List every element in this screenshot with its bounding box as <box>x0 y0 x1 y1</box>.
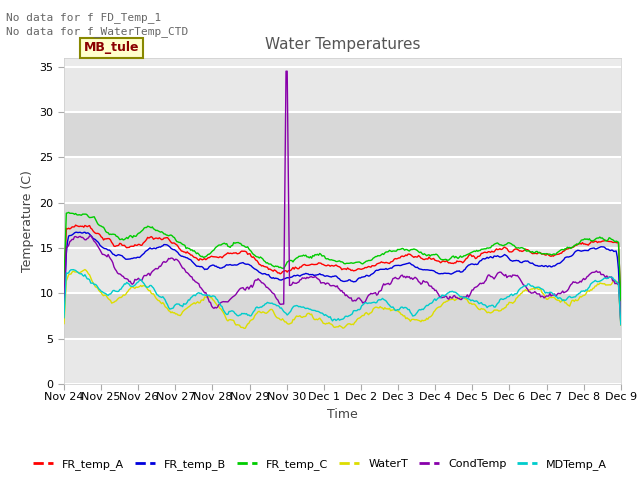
Bar <box>64 67 621 112</box>
Bar <box>64 293 621 339</box>
Y-axis label: Temperature (C): Temperature (C) <box>21 170 34 272</box>
X-axis label: Time: Time <box>327 408 358 421</box>
Title: Water Temperatures: Water Temperatures <box>265 37 420 52</box>
Bar <box>64 248 621 293</box>
Text: No data for f FD_Temp_1: No data for f FD_Temp_1 <box>6 12 162 23</box>
Text: MB_tule: MB_tule <box>83 41 139 54</box>
Bar <box>64 157 621 203</box>
Bar <box>64 339 621 384</box>
Bar <box>64 112 621 157</box>
Text: No data for f_WaterTemp_CTD: No data for f_WaterTemp_CTD <box>6 26 189 37</box>
Bar <box>64 203 621 248</box>
Legend: FR_temp_A, FR_temp_B, FR_temp_C, WaterT, CondTemp, MDTemp_A: FR_temp_A, FR_temp_B, FR_temp_C, WaterT,… <box>28 455 612 474</box>
